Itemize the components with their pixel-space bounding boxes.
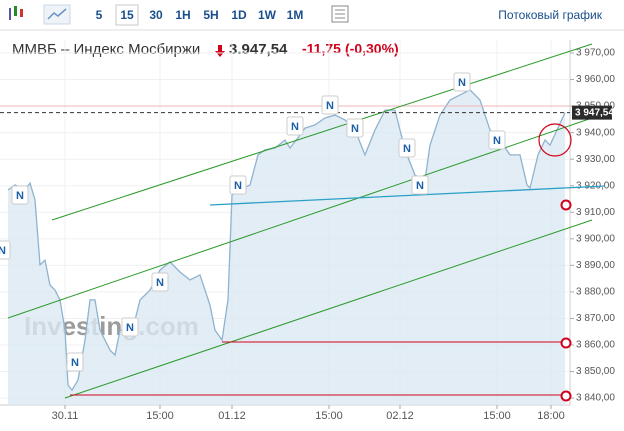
news-marker-label: N: [234, 180, 242, 192]
news-marker-label: N: [0, 245, 6, 257]
period-button[interactable]: 5: [96, 8, 103, 22]
instrument-title: ММВБ – Индекс Мосбиржи: [12, 41, 200, 58]
last-price-label: 3 947,54: [575, 107, 614, 118]
news-marker-label: N: [71, 357, 79, 369]
y-tick-label: 3 890,00: [576, 260, 615, 271]
x-tick-label: 18:00: [537, 410, 565, 422]
y-tick-label: 3 930,00: [576, 154, 615, 165]
highlight-circle: [538, 123, 572, 157]
level-handle: [560, 390, 572, 402]
x-tick-label: 02.12: [386, 410, 414, 422]
news-marker-label: N: [403, 143, 411, 155]
news-marker-label: N: [458, 77, 466, 89]
x-tick-label: 15:00: [483, 410, 511, 422]
y-tick-label: 3 860,00: [576, 340, 615, 351]
news-marker: [0, 240, 11, 260]
y-tick-label: 3 900,00: [576, 233, 615, 244]
area-fill: [8, 89, 565, 406]
down-arrow: [215, 45, 225, 57]
period-button[interactable]: 1H: [175, 8, 190, 22]
news-marker: [11, 185, 29, 205]
news-marker: [66, 352, 84, 372]
period-button[interactable]: 1D: [231, 8, 247, 22]
change: -11,75: [302, 41, 341, 57]
trend-channel: [64, 219, 593, 399]
x-tick-label: 15:00: [146, 410, 174, 422]
x-tick-label: 01.12: [218, 410, 246, 422]
news-marker: [151, 272, 169, 292]
level-handle: [560, 337, 572, 349]
period-button[interactable]: 30: [149, 8, 163, 22]
news-marker-label: N: [291, 121, 299, 133]
news-marker: [121, 317, 139, 337]
period-button[interactable]: 1M: [287, 8, 304, 22]
last-price-tag: [572, 105, 612, 120]
news-marker: [453, 72, 471, 92]
news-marker: [321, 95, 339, 115]
change-pct: (-0,30%): [345, 41, 399, 57]
news-marker-label: N: [126, 322, 134, 334]
news-marker: [398, 138, 416, 158]
news-marker: [286, 116, 304, 136]
news-marker-label: N: [16, 190, 24, 202]
active-period-bg: [115, 4, 139, 26]
y-tick-label: 3 910,00: [576, 207, 615, 218]
trend-channel: [7, 117, 593, 319]
y-tick-label: 3 970,00: [576, 48, 615, 59]
support-line: [209, 185, 606, 206]
y-tick-label: 3 880,00: [576, 287, 615, 298]
news-marker-label: N: [493, 135, 501, 147]
price: 3.947,54: [229, 41, 288, 58]
y-tick-label: 3 870,00: [576, 313, 615, 324]
y-tick-label: 3 960,00: [576, 74, 615, 85]
stream-chart-link[interactable]: Потоковый график: [498, 8, 602, 22]
news-marker-label: N: [156, 277, 164, 289]
news-marker-label: N: [351, 123, 359, 135]
y-tick-label: 3 940,00: [576, 127, 615, 138]
period-button[interactable]: 15: [120, 8, 134, 22]
level-handle: [560, 199, 572, 211]
news-marker-label: N: [416, 180, 424, 192]
news-marker: [411, 175, 429, 195]
news-marker: [229, 175, 247, 195]
period-button[interactable]: 1W: [258, 8, 277, 22]
period-button[interactable]: 5H: [203, 8, 218, 22]
x-tick-label: 15:00: [315, 410, 343, 422]
news-marker: [346, 118, 364, 138]
toolbar-icons: [9, 4, 349, 25]
news-marker: [488, 130, 506, 150]
news-marker-label: N: [326, 100, 334, 112]
trend-channel: [51, 43, 593, 221]
x-tick-label: 30.11: [52, 410, 79, 422]
y-tick-label: 3 850,00: [576, 366, 615, 377]
y-tick-label: 3 840,00: [576, 393, 615, 404]
